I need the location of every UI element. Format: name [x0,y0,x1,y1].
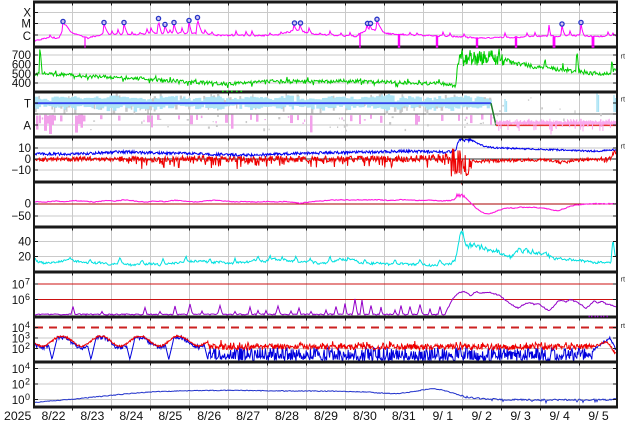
svg-text:8/23: 8/23 [80,409,104,423]
svg-text:8/30: 8/30 [353,409,377,423]
svg-text:500: 500 [12,69,31,81]
svg-text:400: 400 [12,78,31,90]
svg-text:6: 6 [25,292,30,302]
svg-text:20: 20 [18,252,31,264]
svg-text:0: 0 [25,154,31,166]
svg-text:4: 4 [25,320,30,330]
svg-text:rt: rt [621,142,626,151]
svg-text:4: 4 [25,361,30,371]
svg-text:8/26: 8/26 [197,409,221,423]
svg-text:2: 2 [25,376,30,386]
svg-text:rt: rt [621,321,626,330]
svg-text:T: T [24,99,31,111]
svg-text:8/29: 8/29 [314,409,338,423]
svg-text:0: 0 [25,199,31,211]
svg-text:10: 10 [12,344,25,356]
svg-text:8/22: 8/22 [42,409,66,423]
svg-text:rt: rt [621,95,626,104]
svg-text:40: 40 [18,237,31,249]
svg-text:10: 10 [12,364,25,376]
svg-text:−10: −10 [11,165,31,177]
svg-text:10: 10 [18,143,31,155]
svg-text:10: 10 [12,334,25,346]
svg-text:7: 7 [25,277,30,287]
svg-text:8/27: 8/27 [236,409,260,423]
svg-text:8/28: 8/28 [275,409,299,423]
svg-text:9/ 5: 9/ 5 [588,409,609,423]
svg-text:2: 2 [25,341,30,351]
svg-text:2025: 2025 [4,409,32,423]
svg-text:−50: −50 [11,211,31,223]
svg-text:10: 10 [12,280,25,292]
svg-text:9/ 3: 9/ 3 [510,409,531,423]
svg-text:8/24: 8/24 [119,409,143,423]
svg-text:8/25: 8/25 [158,409,182,423]
svg-text:9/ 4: 9/ 4 [549,409,570,423]
svg-text:X: X [23,8,31,20]
svg-text:10: 10 [12,295,25,307]
svg-text:M: M [21,19,31,31]
svg-text:700: 700 [12,50,31,62]
svg-text:rt: rt [621,275,626,284]
svg-text:10: 10 [12,323,25,335]
svg-text:A: A [23,121,31,133]
svg-text:8/31: 8/31 [392,409,416,423]
svg-text:9/ 2: 9/ 2 [471,409,492,423]
svg-text:rt: rt [621,52,626,61]
svg-text:10: 10 [12,395,25,407]
svg-text:C: C [23,31,31,43]
svg-text:0: 0 [25,392,30,402]
svg-text:600: 600 [12,59,31,71]
svg-text:9/ 1: 9/ 1 [433,409,454,423]
svg-text:10: 10 [12,379,25,391]
svg-text:3: 3 [25,331,30,341]
